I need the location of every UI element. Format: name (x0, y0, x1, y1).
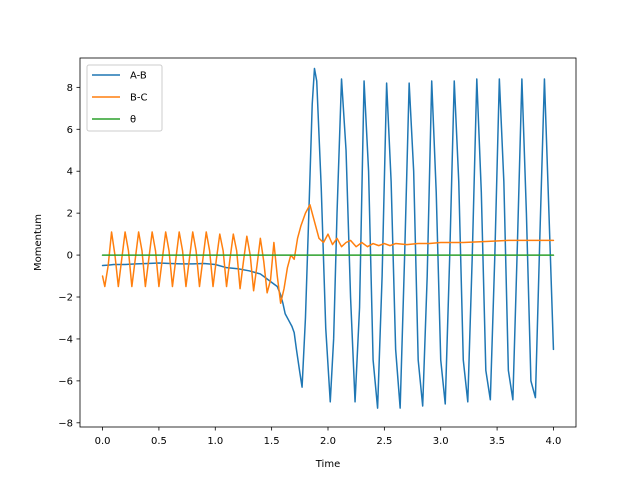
x-tick-label: 1.5 (264, 436, 280, 447)
legend-label-2: B-C (130, 93, 147, 104)
x-axis-label: Time (315, 459, 340, 470)
x-tick-label: 3.5 (489, 436, 505, 447)
series-line-2 (101, 204, 555, 305)
x-tick-label: 0.5 (151, 436, 167, 447)
y-tick-label: −2 (58, 293, 73, 304)
y-tick-label: 2 (67, 209, 73, 220)
x-tick-label: 4.0 (546, 436, 562, 447)
y-axis-label: Momentum (33, 214, 44, 271)
y-tick-label: −6 (58, 376, 73, 387)
legend-label-3: θ (130, 115, 136, 126)
y-tick-label: −4 (58, 334, 73, 345)
y-tick-label: 0 (67, 251, 73, 262)
series-line-1 (101, 67, 555, 409)
legend-frame (86, 64, 163, 132)
y-tick-label: 6 (67, 125, 73, 136)
legend: A-B B-C θ (86, 64, 163, 132)
y-tick-label: −8 (58, 418, 73, 429)
y-tick-label: 4 (67, 167, 73, 178)
y-tick-label: 8 (67, 83, 73, 94)
x-axis: 0.0 0.5 1.0 1.5 2.0 2.5 3.0 3.5 4.0 (95, 427, 562, 447)
plot-area (101, 67, 555, 409)
x-tick-label: 2.5 (376, 436, 392, 447)
x-tick-label: 3.0 (433, 436, 449, 447)
y-axis: −8 −6 −4 −2 0 2 4 6 8 (58, 83, 80, 429)
x-tick-label: 2.0 (320, 436, 336, 447)
x-tick-label: 1.0 (207, 436, 223, 447)
legend-label-1: A-B (130, 71, 147, 82)
x-tick-label: 0.0 (95, 436, 111, 447)
